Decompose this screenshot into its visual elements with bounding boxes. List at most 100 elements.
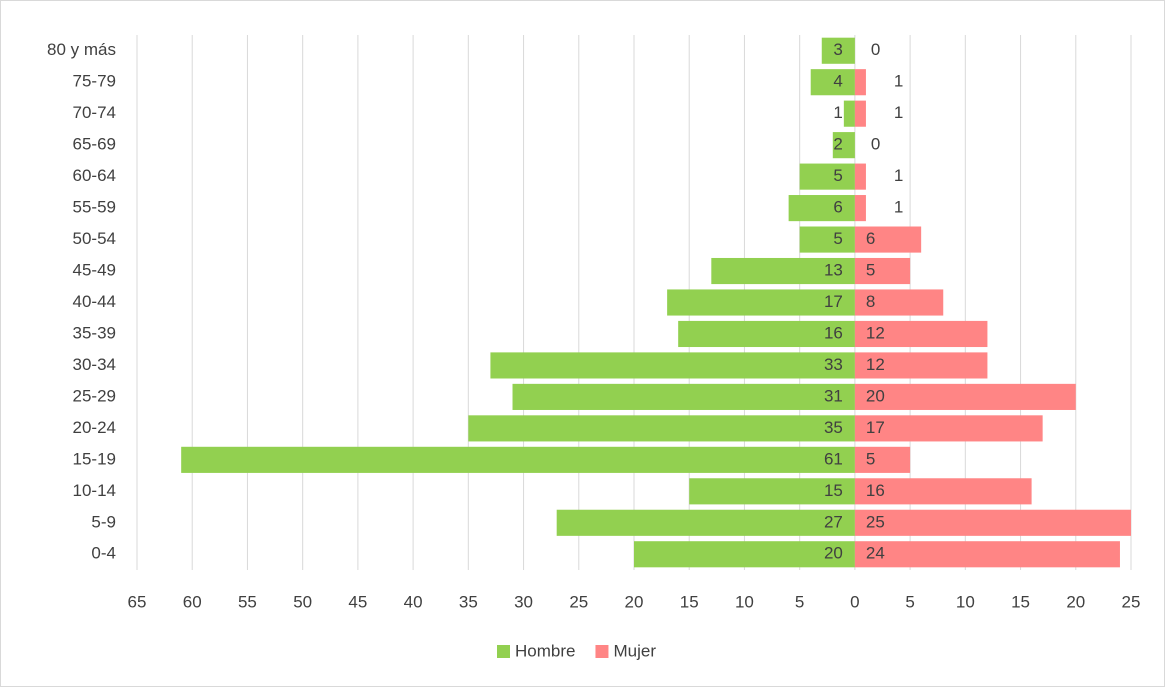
- x-tick-label: 65: [128, 592, 147, 611]
- y-tick-label: 80 y más: [47, 40, 116, 59]
- x-tick-label: 50: [293, 592, 312, 611]
- y-tick-label: 60-64: [73, 166, 116, 185]
- data-label: 5: [866, 261, 875, 280]
- data-label: 8: [866, 292, 875, 311]
- bar: [854, 415, 1043, 442]
- data-label: 1: [894, 198, 903, 217]
- bar: [799, 226, 855, 253]
- x-tick-label: 20: [625, 592, 644, 611]
- data-label: 31: [824, 386, 843, 405]
- y-tick-label: 65-69: [73, 135, 116, 154]
- data-label: 24: [866, 544, 885, 563]
- x-tick-label: 30: [514, 592, 533, 611]
- bar: [512, 383, 855, 410]
- x-tick-label: 10: [735, 592, 754, 611]
- bar: [181, 446, 855, 473]
- legend-label: Hombre: [515, 641, 575, 660]
- bar: [854, 478, 1032, 505]
- data-label: 27: [824, 512, 843, 531]
- bar: [854, 320, 988, 348]
- bar: [667, 289, 855, 316]
- x-tick-label: 40: [404, 592, 423, 611]
- data-label: 4: [833, 72, 842, 91]
- data-label: 12: [866, 323, 885, 342]
- bar: [556, 509, 855, 536]
- data-label: 16: [824, 323, 843, 342]
- bar: [634, 541, 855, 568]
- x-tick-label: 35: [459, 592, 478, 611]
- bar: [832, 132, 855, 159]
- data-label: 33: [824, 355, 843, 374]
- legend-swatch: [497, 645, 510, 658]
- x-tick-label: 5: [795, 592, 804, 611]
- data-label: 61: [824, 449, 843, 468]
- data-label: 6: [833, 198, 842, 217]
- bar: [854, 289, 944, 316]
- x-tick-label: 15: [680, 592, 699, 611]
- y-tick-label: 0-4: [91, 544, 116, 563]
- x-tick-label: 10: [956, 592, 975, 611]
- bar: [788, 195, 855, 222]
- data-label: 17: [824, 292, 843, 311]
- data-label: 20: [824, 544, 843, 563]
- bar: [854, 163, 866, 190]
- bar: [468, 415, 855, 442]
- x-tick-label: 25: [569, 592, 588, 611]
- bar: [854, 383, 1076, 410]
- bar: [854, 446, 911, 473]
- data-label: 5: [866, 449, 875, 468]
- data-label: 12: [866, 355, 885, 374]
- y-tick-label: 5-9: [91, 512, 116, 531]
- data-label: 1: [894, 103, 903, 122]
- y-tick-label: 55-59: [73, 198, 116, 217]
- x-tick-label: 45: [348, 592, 367, 611]
- y-tick-label: 45-49: [73, 261, 116, 280]
- data-label: 1: [833, 103, 842, 122]
- bar: [490, 352, 855, 379]
- data-label: 0: [871, 40, 880, 59]
- bar: [854, 195, 866, 222]
- data-label: 5: [833, 166, 842, 185]
- bar: [678, 320, 855, 348]
- y-tick-label: 20-24: [73, 418, 116, 437]
- x-tick-label: 15: [1011, 592, 1030, 611]
- y-tick-label: 15-19: [73, 449, 116, 468]
- y-tick-label: 40-44: [73, 292, 116, 311]
- y-tick-label: 35-39: [73, 323, 116, 342]
- bar: [854, 226, 922, 253]
- bar: [711, 257, 855, 285]
- legend-label: Mujer: [613, 641, 656, 660]
- bar: [854, 509, 1131, 536]
- data-label: 16: [866, 481, 885, 500]
- y-tick-label: 10-14: [73, 481, 116, 500]
- y-tick-label: 50-54: [73, 229, 116, 248]
- data-label: 0: [871, 135, 880, 154]
- data-label: 6: [866, 229, 875, 248]
- x-tick-label: 25: [1122, 592, 1141, 611]
- data-label: 1: [894, 72, 903, 91]
- bar: [854, 100, 866, 127]
- data-label: 35: [824, 418, 843, 437]
- data-label: 17: [866, 418, 885, 437]
- bar: [854, 541, 1120, 568]
- x-tick-label: 60: [183, 592, 202, 611]
- data-label: 15: [824, 481, 843, 500]
- bar: [854, 69, 866, 96]
- bar: [799, 163, 855, 190]
- bar: [854, 257, 911, 285]
- legend-swatch: [595, 645, 609, 658]
- data-label: 3: [833, 40, 842, 59]
- bar: [843, 100, 855, 127]
- bar: [810, 69, 855, 96]
- y-tick-label: 30-34: [73, 355, 116, 374]
- y-tick-label: 75-79: [73, 72, 116, 91]
- bar: [689, 478, 855, 505]
- data-label: 25: [866, 512, 885, 531]
- data-label: 13: [824, 261, 843, 280]
- x-tick-label: 5: [905, 592, 914, 611]
- data-label: 5: [833, 229, 842, 248]
- y-tick-label: 25-29: [73, 386, 116, 405]
- data-label: 20: [866, 386, 885, 405]
